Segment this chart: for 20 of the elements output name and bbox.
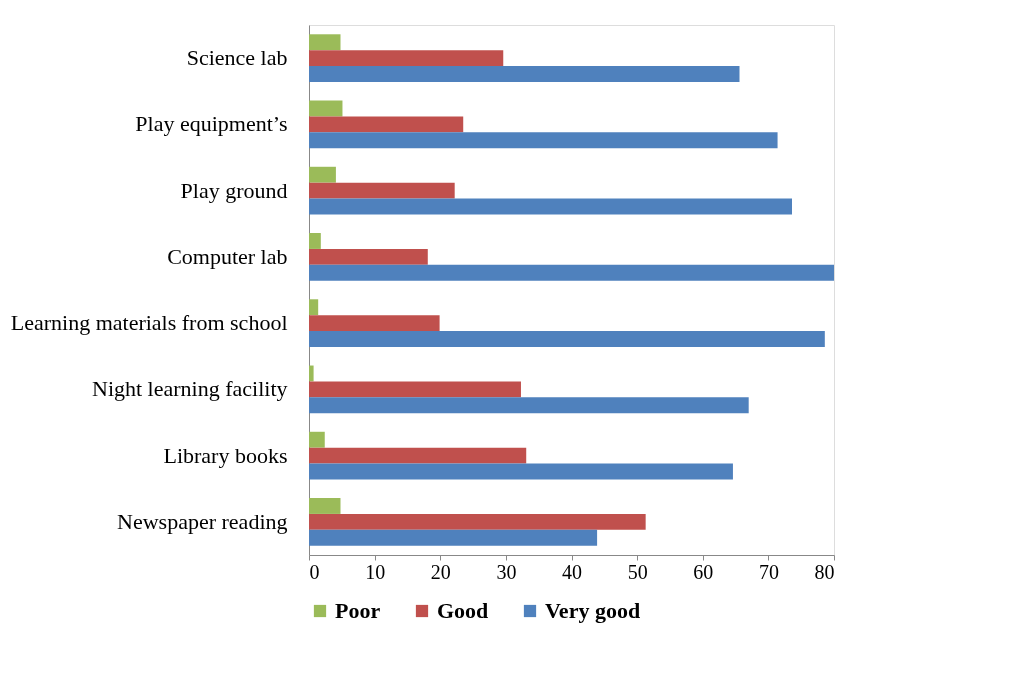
x-tick-label: 0 bbox=[309, 560, 320, 583]
legend-label: Good bbox=[437, 598, 489, 623]
y-tick-label: Night learning facility bbox=[92, 376, 288, 402]
x-tick-label: 40 bbox=[562, 560, 582, 583]
x-tick-label: 10 bbox=[365, 560, 386, 583]
y-tick-label: Science lab bbox=[186, 45, 288, 71]
y-tick-label: Play equipment’s bbox=[135, 111, 288, 137]
legend-label: Poor bbox=[335, 598, 381, 623]
legend-label: Very good bbox=[545, 598, 641, 623]
y-tick-label: Newspaper reading bbox=[117, 508, 288, 534]
x-tick-label: 80 bbox=[814, 560, 835, 583]
x-tick-label: 30 bbox=[496, 560, 517, 583]
x-tick-label: 20 bbox=[430, 560, 451, 583]
y-tick-label: Play ground bbox=[180, 177, 288, 203]
x-tick-label: 50 bbox=[627, 560, 648, 583]
y-tick-label: Learning materials from school bbox=[10, 310, 288, 336]
y-tick-label: Computer lab bbox=[167, 243, 288, 269]
x-tick-label: 70 bbox=[758, 560, 779, 583]
y-tick-label: Library books bbox=[163, 442, 288, 468]
x-tick-label: 60 bbox=[693, 560, 714, 583]
